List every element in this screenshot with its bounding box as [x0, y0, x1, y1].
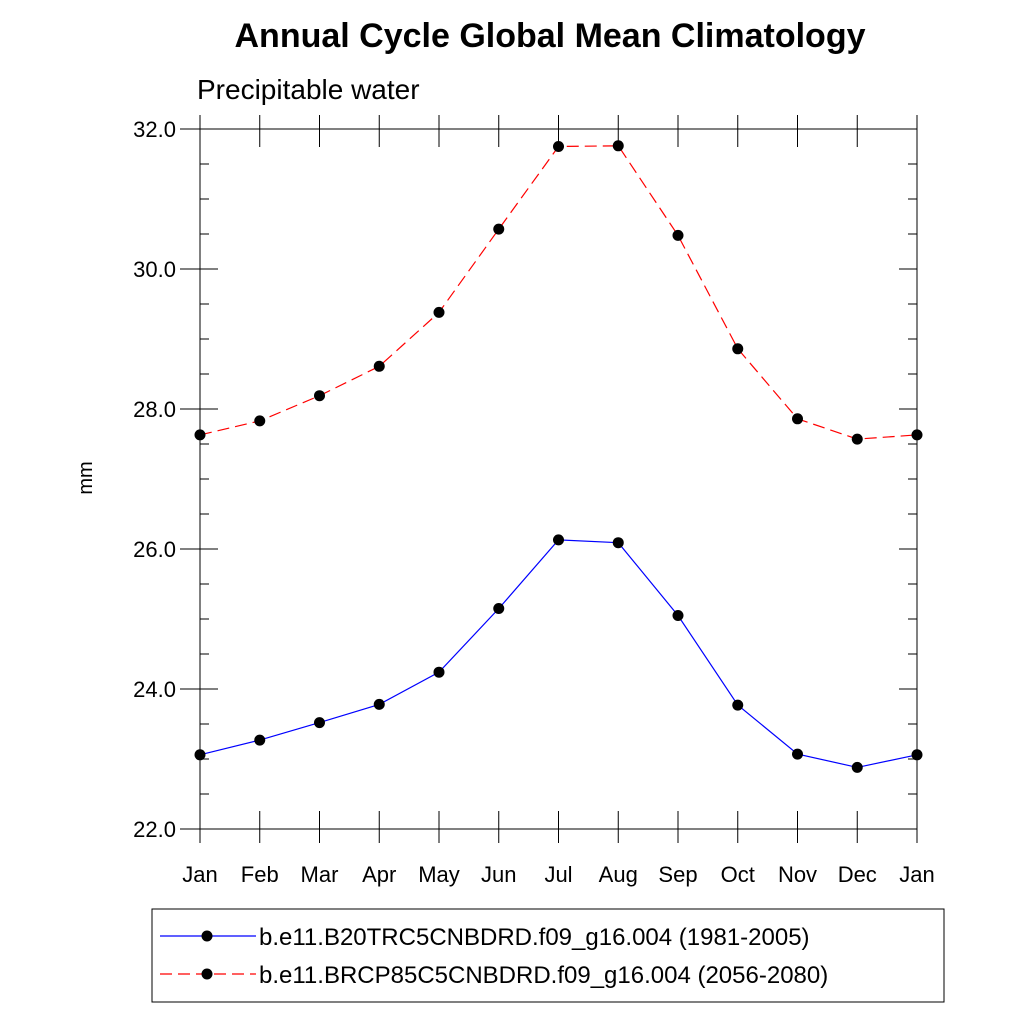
series-1-point — [553, 534, 564, 546]
series-1-point — [194, 749, 206, 761]
series-1-point — [254, 734, 266, 746]
chart-subtitle: Precipitable water — [197, 74, 420, 105]
legend-label-1: b.e11.B20TRC5CNBDRD.f09_g16.004 (1981-20… — [259, 924, 810, 951]
series-2-point — [254, 415, 266, 427]
legend-marker-1 — [201, 930, 213, 942]
y-tick-label: 24.0 — [133, 677, 176, 702]
legend: b.e11.B20TRC5CNBDRD.f09_g16.004 (1981-20… — [160, 924, 828, 989]
series-2-point — [433, 306, 445, 318]
series-2-point — [911, 429, 923, 441]
x-tick-label: Jan — [899, 862, 934, 887]
series-2-point — [732, 343, 744, 355]
series-line-1 — [199, 539, 918, 769]
x-tick-label: Mar — [301, 862, 339, 887]
series-1-point — [433, 666, 445, 678]
legend-box — [151, 908, 945, 1003]
series-2-point — [194, 429, 206, 441]
series-2-point — [373, 360, 385, 372]
y-tick-label: 30.0 — [133, 257, 176, 282]
legend-marker-2 — [201, 968, 213, 980]
series-2-point — [672, 229, 684, 241]
y-tick-label: 22.0 — [133, 817, 176, 842]
series-2-point — [553, 141, 564, 152]
y-axis-label: mm — [75, 461, 97, 494]
y-tick-labels: 22.0 24.0 26.0 28.0 30.0 32.0 — [133, 117, 176, 842]
plot-frame — [199, 128, 918, 830]
legend-label-2: b.e11.BRCP85C5CNBDRD.f09_g16.004 (2056-2… — [259, 962, 828, 989]
y-tick-label: 28.0 — [133, 397, 176, 422]
x-tick-label: Oct — [721, 862, 755, 887]
series-1-point — [612, 537, 624, 549]
x-tick-label: Nov — [778, 862, 817, 887]
x-tick-label: Aug — [599, 862, 638, 887]
series-lines — [199, 145, 918, 769]
y-tick-label: 26.0 — [133, 537, 176, 562]
x-tick-label: Feb — [241, 862, 279, 887]
series-2-point — [314, 390, 325, 402]
series-1-point — [373, 698, 385, 710]
series-2-point — [493, 223, 505, 235]
x-tick-label: Apr — [362, 862, 396, 887]
series-1-point — [493, 603, 505, 614]
series-2-point — [851, 433, 863, 445]
x-tick-label: Jul — [544, 862, 572, 887]
x-tick-label: Dec — [838, 862, 877, 887]
series-1-point — [792, 748, 803, 760]
x-tick-label: May — [418, 862, 460, 887]
series-1-point — [851, 761, 863, 773]
series-markers — [194, 140, 923, 773]
series-2-point — [612, 140, 624, 152]
y-tick-label: 32.0 — [133, 117, 176, 142]
axis-ticks — [180, 115, 918, 843]
chart-title: Annual Cycle Global Mean Climatology — [235, 17, 866, 55]
series-1-point — [732, 699, 744, 711]
x-tick-label: Sep — [658, 862, 697, 887]
series-line-2 — [199, 145, 918, 440]
x-tick-label: Jan — [182, 862, 217, 887]
series-1-point — [672, 610, 684, 621]
series-1-point — [314, 717, 325, 729]
x-tick-labels: Jan Feb Mar Apr May Jun Jul Aug Sep Oct Nov Dec Jan — [182, 862, 934, 887]
series-1-point — [911, 749, 923, 761]
series-2-point — [792, 413, 803, 425]
x-tick-label: Jun — [481, 862, 516, 887]
